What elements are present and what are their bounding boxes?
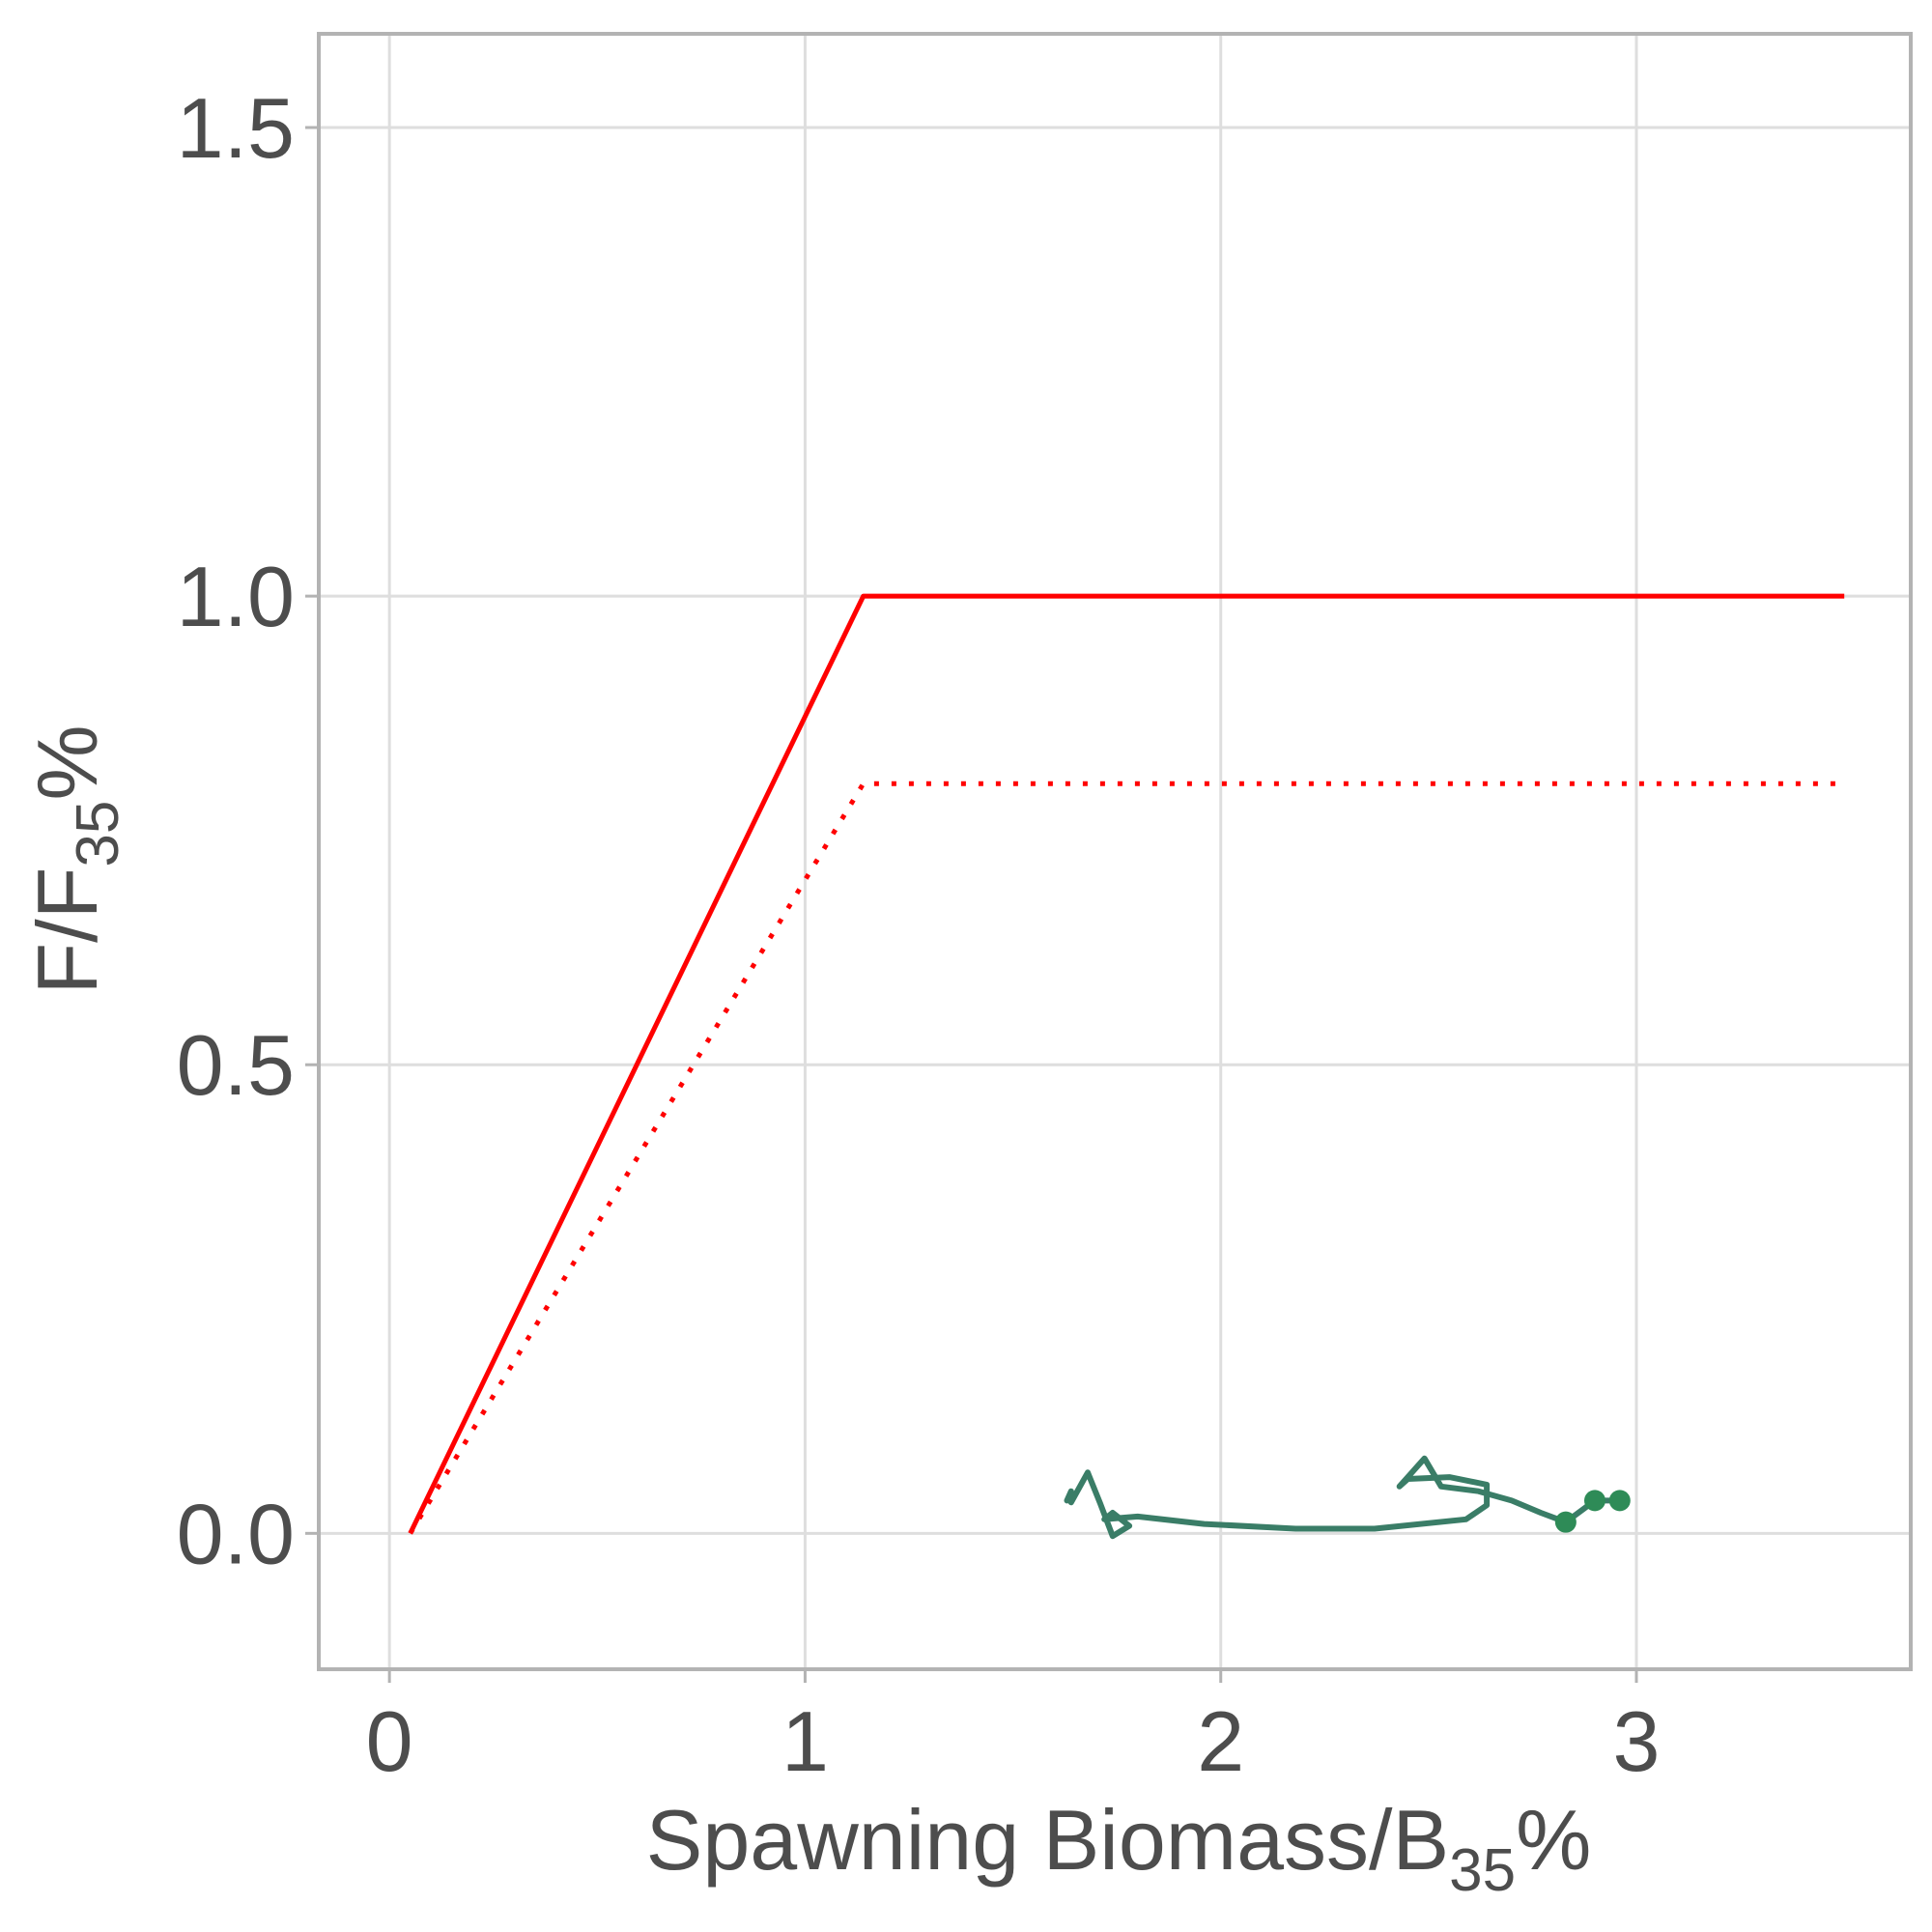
tick-marks (305, 126, 1638, 1683)
recent-year-point (1554, 1511, 1577, 1533)
plot-frame (317, 32, 1913, 1671)
y-tick-label: 0.0 (177, 1486, 295, 1581)
y-axis-title: F/F35% (19, 724, 131, 994)
x-tick-label: 1 (781, 1693, 829, 1789)
x-axis-title: Spawning Biomass/B35% (646, 1792, 1592, 1904)
y-tick-label: 0.5 (177, 1017, 295, 1113)
x-tick-label: 3 (1613, 1693, 1661, 1789)
x-axis-title-subscript: 35 (1449, 1837, 1516, 1904)
x-axis-title-main: Spawning Biomass/B (646, 1792, 1450, 1888)
y-axis-title-suffix: % (19, 724, 115, 800)
stock-trajectory-line (1064, 1455, 1623, 1540)
abc-control-rule-line (408, 781, 1845, 1535)
recent-year-point (1583, 1490, 1605, 1512)
y-tick-label: 1.5 (177, 80, 295, 176)
y-tick-labels: 0.0 0.5 1.0 1.5 (177, 80, 295, 1581)
y-axis-title-main: F/F (19, 867, 115, 995)
grid-lines (319, 34, 1911, 1669)
x-tick-label: 2 (1197, 1693, 1244, 1789)
y-tick-label: 1.0 (177, 549, 295, 644)
series-layer (408, 593, 1845, 1540)
ofl-control-rule-line (408, 593, 1845, 1535)
y-axis-title-subscript: 35 (65, 801, 131, 867)
x-axis-title-suffix: % (1516, 1792, 1591, 1888)
x-tick-label: 0 (366, 1693, 413, 1789)
x-tick-labels: 0 1 2 3 (366, 1693, 1661, 1789)
recent-year-point (1608, 1490, 1631, 1512)
